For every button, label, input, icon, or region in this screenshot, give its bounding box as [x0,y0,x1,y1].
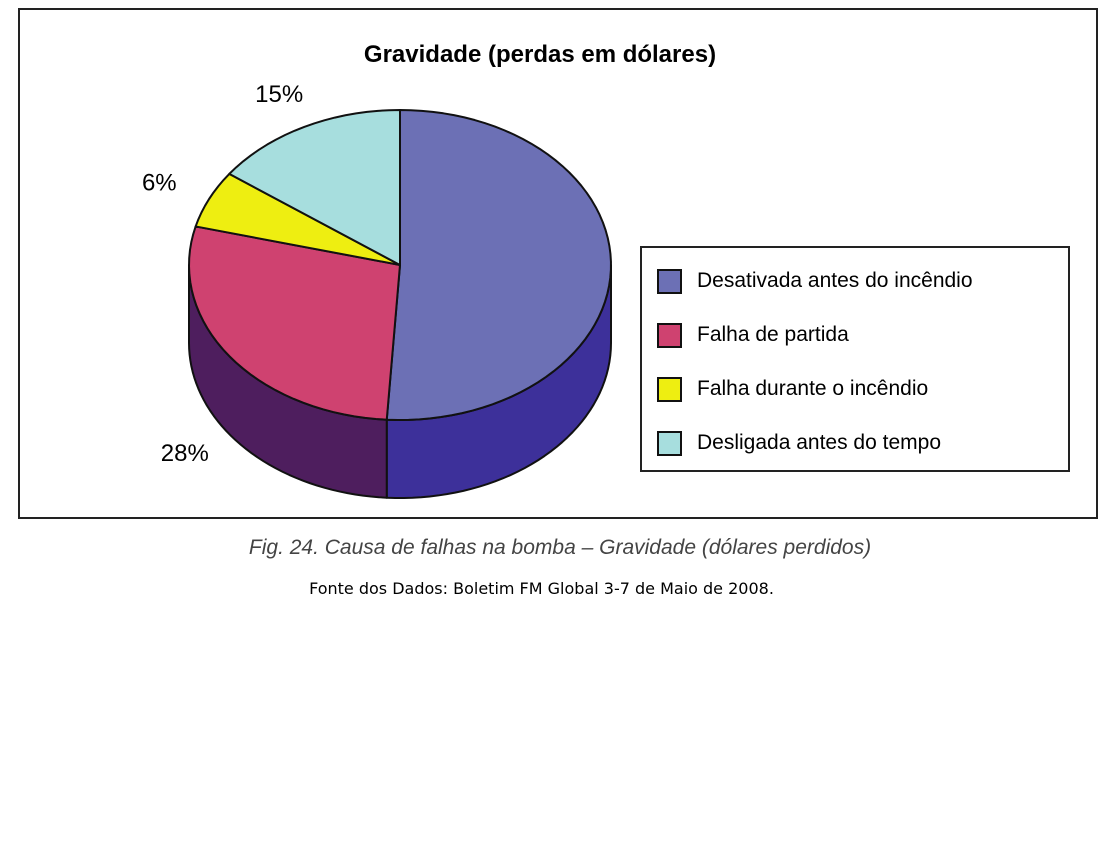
pie-label-2: 6% [142,169,177,196]
legend-swatch [657,376,682,402]
figure-caption: Fig. 24. Causa de falhas na bomba – Grav… [248,536,872,559]
legend-item-falha-durante: Falha durante o incêndio [657,374,928,404]
legend-label: Desligada antes do tempo [697,431,941,454]
legend-item-desativada: Desativada antes do incêndio [657,266,973,296]
pie-slice-3 [228,109,401,266]
pie-label-3: 15% [255,81,303,108]
pie-label-1: 28% [161,440,209,467]
legend-label: Falha durante o incêndio [697,377,929,400]
data-source: Fonte dos Dados: Boletim FM Global 3-7 d… [309,579,774,598]
legend-label: Desativada antes do incêndio [697,269,973,292]
legend-item-falha-partida: Falha de partida [657,320,849,350]
legend-swatch [657,322,682,348]
legend-item-desligada: Desligada antes do tempo [657,428,941,458]
pie-slice-0 [385,109,612,421]
legend-label: Falha de partida [697,323,849,346]
pie-slice-1 [188,225,401,421]
legend-swatch [657,268,682,294]
chart-title: Gravidade (perdas em dólares) [363,41,717,68]
legend-swatch [657,430,682,456]
pie-slice-2 [194,172,401,266]
legend: Desativada antes do incêndio Falha de pa… [640,246,1070,472]
